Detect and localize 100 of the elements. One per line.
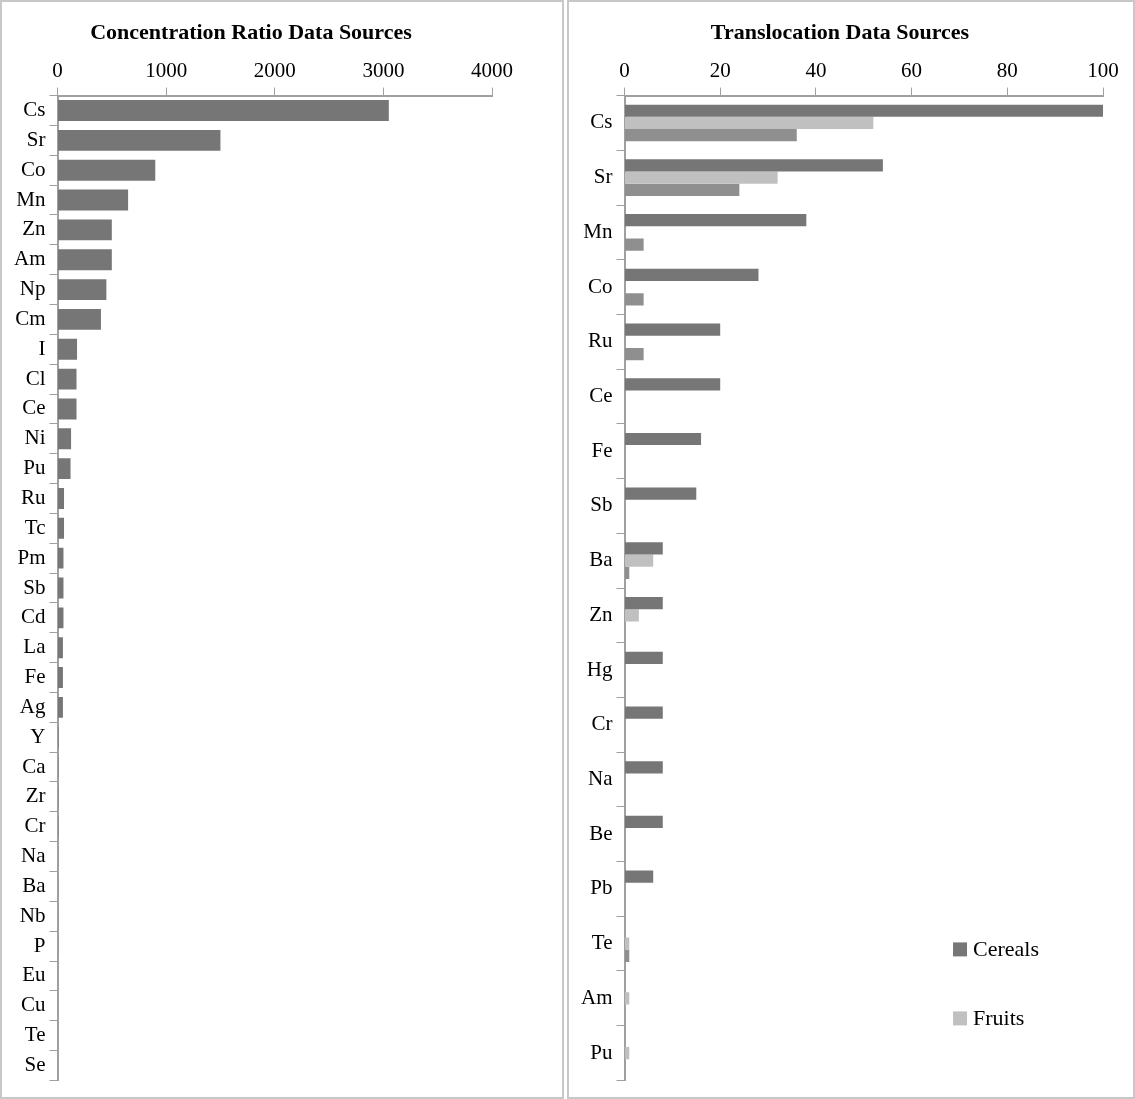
bar — [625, 159, 883, 172]
bar — [58, 189, 129, 211]
bar — [58, 249, 112, 271]
y-tick-label: Cs — [23, 97, 46, 122]
bar — [58, 488, 65, 509]
y-tick-label: Ce — [22, 395, 46, 420]
bar — [625, 214, 807, 227]
bar — [58, 607, 64, 629]
y-tick-label: La — [23, 634, 47, 659]
bar — [625, 183, 740, 196]
bar — [58, 338, 78, 360]
y-tick-label: Mn — [16, 186, 46, 211]
y-tick-label: Se — [24, 1051, 46, 1076]
y-tick-label: Fe — [591, 437, 613, 462]
y-tick-label: Cm — [15, 305, 46, 330]
y-tick-label: Zr — [25, 783, 46, 808]
bar — [58, 667, 63, 688]
y-tick-label: Np — [19, 276, 46, 301]
y-tick-label: Ni — [24, 425, 46, 450]
bar — [625, 1046, 630, 1060]
y-tick-label: Mn — [583, 218, 613, 243]
bar — [625, 949, 630, 962]
y-tick-label: Ca — [22, 753, 47, 778]
bar — [625, 116, 874, 130]
y-tick-label: I — [38, 335, 46, 360]
y-tick-label: Ru — [587, 328, 613, 353]
x-tick-label: 40 — [805, 57, 827, 82]
bar — [58, 129, 221, 151]
y-tick-label: Na — [588, 766, 614, 790]
bar — [625, 171, 778, 184]
legend-label: Cereals — [973, 936, 1039, 962]
y-tick-label: Cr — [591, 711, 613, 736]
y-tick-label: Nb — [19, 902, 46, 927]
bar — [625, 487, 697, 500]
y-tick-label: Co — [587, 273, 613, 298]
y-tick-label: Fe — [24, 664, 46, 689]
bar — [58, 637, 63, 659]
y-tick-label: Pb — [590, 875, 613, 900]
bar — [58, 458, 71, 480]
y-tick-label: Sr — [593, 164, 613, 189]
y-tick-label: Hg — [586, 656, 613, 681]
bar — [58, 159, 156, 181]
bar — [625, 937, 630, 950]
x-tick-label: 4000 — [471, 57, 513, 82]
y-tick-label: Cl — [25, 365, 46, 390]
y-tick-label: Am — [581, 984, 613, 1009]
y-tick-label: Sb — [590, 492, 613, 517]
y-tick-label: Ag — [19, 693, 46, 718]
x-tick-label: 60 — [901, 57, 923, 82]
x-tick-label: 2000 — [253, 57, 296, 82]
bar — [58, 219, 112, 241]
y-tick-label: Te — [24, 1022, 46, 1047]
y-tick-label: Pm — [17, 544, 46, 569]
y-tick-label: Sr — [26, 126, 46, 151]
bar — [625, 870, 654, 883]
bar — [58, 100, 389, 121]
y-tick-label: P — [33, 932, 46, 957]
x-tick-label: 0 — [619, 57, 630, 82]
y-tick-label: Ba — [589, 547, 614, 572]
y-tick-label: Cu — [20, 992, 46, 1017]
x-tick-label: 20 — [709, 57, 731, 82]
y-tick-label: Zn — [589, 601, 613, 626]
bar — [625, 761, 663, 774]
x-tick-label: 0 — [52, 57, 63, 82]
chart-title: Translocation Data Sources — [710, 18, 970, 44]
bar — [625, 238, 644, 251]
bar — [625, 268, 759, 281]
y-tick-label: Te — [591, 930, 613, 955]
y-tick-label: Be — [589, 820, 613, 845]
bar — [625, 706, 663, 719]
bar — [625, 293, 644, 306]
bar — [625, 378, 721, 391]
bar — [625, 323, 721, 336]
y-tick-label: Ba — [22, 872, 47, 897]
bar — [625, 566, 630, 579]
bar — [625, 432, 702, 446]
y-tick-label: Eu — [22, 962, 46, 987]
bar — [58, 398, 77, 420]
bar — [58, 547, 64, 569]
bar — [625, 992, 630, 1005]
legend-label: Fruits — [973, 1005, 1025, 1031]
bar — [625, 104, 1103, 117]
bar — [625, 651, 663, 664]
bar — [58, 428, 72, 450]
bar — [625, 542, 663, 555]
bar — [58, 517, 65, 539]
bar — [625, 129, 797, 142]
x-tick-label: 1000 — [145, 57, 188, 82]
bar — [58, 696, 63, 718]
bar — [625, 815, 663, 829]
x-tick-label: 80 — [996, 57, 1018, 82]
y-tick-label: Co — [20, 156, 46, 181]
bar — [625, 347, 644, 361]
y-tick-label: Cr — [24, 813, 46, 838]
y-tick-label: Y — [30, 723, 46, 748]
y-tick-label: Cs — [590, 109, 613, 134]
bar — [625, 609, 639, 622]
y-tick-label: Zn — [22, 216, 46, 241]
chart-title: Concentration Ratio Data Sources — [90, 18, 413, 44]
x-tick-label: 100 — [1087, 57, 1119, 82]
